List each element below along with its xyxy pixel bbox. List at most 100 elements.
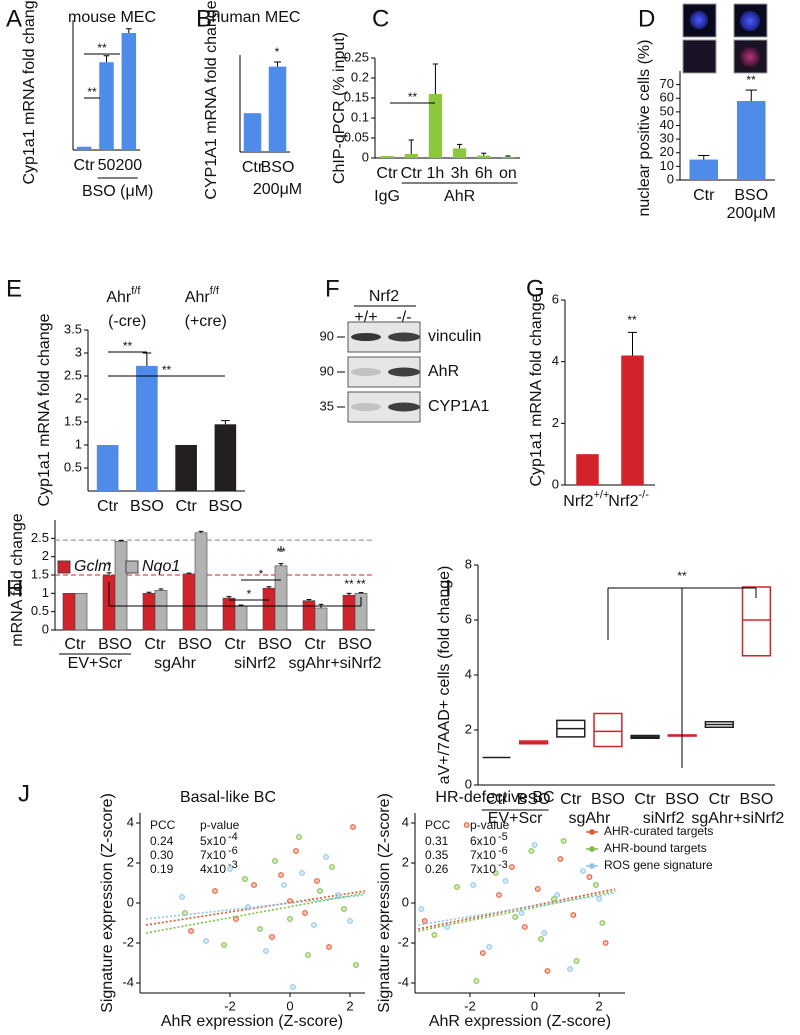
scatter-point <box>299 870 305 876</box>
significance-label: ** <box>746 73 756 87</box>
scatter-point <box>350 824 356 830</box>
scatter-point <box>528 848 535 854</box>
bar <box>136 365 158 491</box>
x-tick-label: BSO <box>258 636 292 653</box>
image-tile <box>682 39 717 74</box>
x-tick-label: Ctr <box>242 159 264 176</box>
x-tick-label: BSO <box>208 498 242 515</box>
group-label: sgAhr <box>154 655 196 672</box>
group-label: AhR <box>444 188 475 205</box>
x-tick-label: Ctr <box>634 791 656 808</box>
y-tick-label: 4 <box>465 666 472 681</box>
bar <box>214 424 237 491</box>
bar <box>404 154 418 158</box>
group-label: 200μM <box>727 205 776 222</box>
scatter-point <box>353 962 359 968</box>
scatter-point <box>512 914 519 920</box>
fit-line <box>145 894 366 920</box>
bar <box>74 593 88 631</box>
significance-label: ** <box>162 363 172 377</box>
group-sup: f/f <box>131 285 141 297</box>
y-tick-label: 0.15 <box>344 89 369 104</box>
y-axis-label: Signature expression (Z-score) <box>376 793 393 1013</box>
x-tick-label: 0 <box>531 998 538 1013</box>
scatter-point <box>599 920 606 926</box>
bar <box>452 148 467 158</box>
y-tick-label: 2.5 <box>64 367 82 382</box>
y-tick-label: 1 <box>75 436 82 451</box>
group-sup: f/f <box>210 285 220 297</box>
scatter-point <box>242 876 248 882</box>
scatter-point <box>221 942 227 948</box>
x-tick-label: BSO <box>740 791 774 808</box>
blot-band <box>388 402 420 412</box>
y-tick-label: 4 <box>127 814 134 829</box>
legend-marker <box>589 846 595 852</box>
legend-label: Nqo1 <box>142 558 180 575</box>
x-tick-label: -2 <box>464 998 476 1013</box>
scatter-point <box>541 930 548 936</box>
x-tick-label: Ctr <box>693 187 715 204</box>
scatter-point <box>521 924 528 930</box>
significance-label: ** <box>97 41 107 55</box>
significance-label: * <box>259 567 264 581</box>
microscopy-images <box>682 3 768 74</box>
scatter-point <box>302 910 308 916</box>
legend-label: ROS gene signature <box>604 858 713 872</box>
scatter-point <box>431 932 438 938</box>
y-axis-label: aV+/7AAD+ cells (fold change) <box>436 566 453 785</box>
panel-letter: J <box>18 780 30 807</box>
panel-title: mouse MEC <box>68 9 156 26</box>
x-tick-label: BSO <box>130 498 164 515</box>
y-tick-label: 8 <box>465 556 472 571</box>
stats-p-value: 4x10 <box>200 862 226 876</box>
y-tick-label: 20 <box>660 144 674 159</box>
bar <box>121 33 137 150</box>
bar <box>99 62 114 150</box>
x-tick-label: on <box>499 165 517 182</box>
stats-header: p-value <box>200 818 240 832</box>
y-tick-label: 1 <box>42 585 49 600</box>
bar <box>274 565 288 631</box>
y-axis-label: nuclear positive cells (%) <box>636 40 653 217</box>
stats-p-exponent: -4 <box>228 831 238 843</box>
y-tick-label: 0.5 <box>31 603 49 618</box>
scatter-point <box>470 882 477 888</box>
significance-label: * <box>107 559 112 573</box>
y-tick-label: -2 <box>397 934 409 949</box>
legend-swatch <box>125 560 139 574</box>
x-tick-label: BSO <box>261 159 295 176</box>
x-tick-label: Ctr <box>560 791 582 808</box>
x-axis-label: AhR expression (Z-score) <box>161 1013 343 1030</box>
y-tick-label: 50 <box>660 103 674 118</box>
bar <box>234 605 248 631</box>
y-tick-label: 0 <box>42 621 49 636</box>
bar <box>314 607 328 631</box>
x-tick-label: Ctr <box>709 791 731 808</box>
significance-label: * <box>275 45 280 59</box>
y-tick-label: 2 <box>127 854 134 869</box>
y-tick-label: 1.5 <box>31 566 49 581</box>
scatter-point <box>281 882 287 888</box>
y-tick-label: -2 <box>122 934 134 949</box>
x-tick-label: 2 <box>596 998 603 1013</box>
y-tick-label: -4 <box>397 974 409 989</box>
significance-label: ** <box>87 85 97 99</box>
y-tick-label: 60 <box>660 90 674 105</box>
bar <box>501 156 515 158</box>
y-tick-label: 0.1 <box>351 109 369 124</box>
bar <box>175 445 197 491</box>
x-tick-label: Ctr <box>64 636 86 653</box>
scatter-point <box>311 922 317 928</box>
x-tick-label: Ctr <box>175 498 197 515</box>
stats-p-value: 7x10 <box>200 848 226 862</box>
blot-band <box>388 332 420 342</box>
y-tick-label: 2.5 <box>31 530 49 545</box>
scatter-point <box>518 910 525 916</box>
y-tick-label: 2 <box>42 548 49 563</box>
scatter-point <box>278 872 284 878</box>
x-tick-label: BSO <box>98 636 132 653</box>
stats-pcc: 0.31 <box>425 834 449 848</box>
x-tick-label: Ctr <box>376 165 398 182</box>
x-tick-label: BSO <box>591 791 625 808</box>
